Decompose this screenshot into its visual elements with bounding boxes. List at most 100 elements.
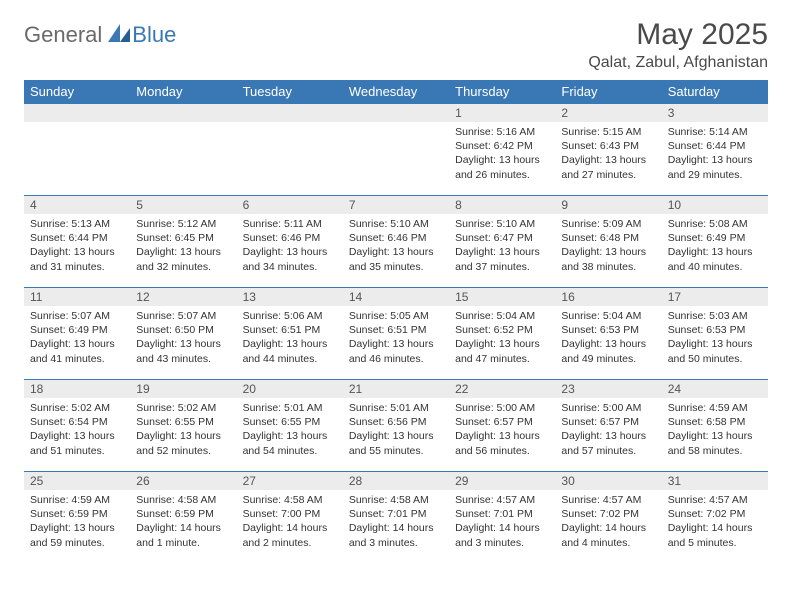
day-detail-line: and 59 minutes. bbox=[30, 536, 124, 550]
day-details: Sunrise: 5:06 AMSunset: 6:51 PMDaylight:… bbox=[237, 306, 343, 369]
day-detail-line: Sunset: 6:59 PM bbox=[136, 507, 230, 521]
calendar-cell: 21Sunrise: 5:01 AMSunset: 6:56 PMDayligh… bbox=[343, 380, 449, 472]
day-detail-line: Daylight: 13 hours bbox=[455, 429, 549, 443]
weekday-header: Wednesday bbox=[343, 80, 449, 104]
day-detail-line: and 51 minutes. bbox=[30, 444, 124, 458]
day-detail-line: Sunset: 6:59 PM bbox=[30, 507, 124, 521]
day-detail-line: Sunset: 6:58 PM bbox=[668, 415, 762, 429]
calendar-cell: 18Sunrise: 5:02 AMSunset: 6:54 PMDayligh… bbox=[24, 380, 130, 472]
day-detail-line: Sunrise: 5:12 AM bbox=[136, 217, 230, 231]
day-detail-line: Sunset: 7:01 PM bbox=[349, 507, 443, 521]
day-detail-line: Daylight: 14 hours bbox=[349, 521, 443, 535]
day-detail-line: Sunrise: 5:11 AM bbox=[243, 217, 337, 231]
calendar-table: SundayMondayTuesdayWednesdayThursdayFrid… bbox=[24, 80, 768, 564]
calendar-cell: 9Sunrise: 5:09 AMSunset: 6:48 PMDaylight… bbox=[555, 196, 661, 288]
day-detail-line: Sunset: 7:02 PM bbox=[561, 507, 655, 521]
day-detail-line: and 31 minutes. bbox=[30, 260, 124, 274]
calendar-cell: 15Sunrise: 5:04 AMSunset: 6:52 PMDayligh… bbox=[449, 288, 555, 380]
calendar-cell bbox=[24, 104, 130, 196]
weekday-header: Thursday bbox=[449, 80, 555, 104]
day-number: 12 bbox=[130, 288, 236, 306]
day-details: Sunrise: 5:15 AMSunset: 6:43 PMDaylight:… bbox=[555, 122, 661, 185]
day-detail-line: Sunrise: 5:07 AM bbox=[30, 309, 124, 323]
day-details: Sunrise: 5:03 AMSunset: 6:53 PMDaylight:… bbox=[662, 306, 768, 369]
day-number: 1 bbox=[449, 104, 555, 122]
day-detail-line: Sunrise: 5:01 AM bbox=[349, 401, 443, 415]
day-details: Sunrise: 5:00 AMSunset: 6:57 PMDaylight:… bbox=[555, 398, 661, 461]
weekday-row: SundayMondayTuesdayWednesdayThursdayFrid… bbox=[24, 80, 768, 104]
day-detail-line: Daylight: 13 hours bbox=[136, 429, 230, 443]
day-detail-line: Daylight: 13 hours bbox=[561, 429, 655, 443]
day-number: 30 bbox=[555, 472, 661, 490]
day-detail-line: Daylight: 13 hours bbox=[668, 429, 762, 443]
brand-logo: General Blue bbox=[24, 22, 176, 48]
day-detail-line: Sunset: 6:51 PM bbox=[243, 323, 337, 337]
calendar-cell bbox=[237, 104, 343, 196]
day-details: Sunrise: 5:02 AMSunset: 6:54 PMDaylight:… bbox=[24, 398, 130, 461]
day-detail-line: Sunset: 6:44 PM bbox=[668, 139, 762, 153]
calendar-cell: 29Sunrise: 4:57 AMSunset: 7:01 PMDayligh… bbox=[449, 472, 555, 564]
calendar-cell: 25Sunrise: 4:59 AMSunset: 6:59 PMDayligh… bbox=[24, 472, 130, 564]
day-detail-line: Sunrise: 5:03 AM bbox=[668, 309, 762, 323]
day-detail-line: Sunrise: 5:13 AM bbox=[30, 217, 124, 231]
day-detail-line: and 5 minutes. bbox=[668, 536, 762, 550]
day-detail-line: Sunrise: 4:57 AM bbox=[561, 493, 655, 507]
day-detail-line: Daylight: 13 hours bbox=[349, 337, 443, 351]
day-number: 13 bbox=[237, 288, 343, 306]
day-detail-line: Sunrise: 5:04 AM bbox=[561, 309, 655, 323]
day-detail-line: Sunrise: 4:58 AM bbox=[136, 493, 230, 507]
day-detail-line: Daylight: 13 hours bbox=[30, 521, 124, 535]
calendar-week-row: 25Sunrise: 4:59 AMSunset: 6:59 PMDayligh… bbox=[24, 472, 768, 564]
day-details: Sunrise: 5:08 AMSunset: 6:49 PMDaylight:… bbox=[662, 214, 768, 277]
weekday-header: Tuesday bbox=[237, 80, 343, 104]
day-detail-line: Sunrise: 4:59 AM bbox=[668, 401, 762, 415]
day-detail-line: Sunset: 6:47 PM bbox=[455, 231, 549, 245]
day-detail-line: Sunrise: 5:15 AM bbox=[561, 125, 655, 139]
day-detail-line: Daylight: 14 hours bbox=[668, 521, 762, 535]
day-number: 15 bbox=[449, 288, 555, 306]
day-detail-line: Daylight: 13 hours bbox=[455, 153, 549, 167]
day-detail-line: Sunset: 7:01 PM bbox=[455, 507, 549, 521]
day-details: Sunrise: 5:04 AMSunset: 6:52 PMDaylight:… bbox=[449, 306, 555, 369]
day-detail-line: Daylight: 13 hours bbox=[349, 429, 443, 443]
calendar-cell: 5Sunrise: 5:12 AMSunset: 6:45 PMDaylight… bbox=[130, 196, 236, 288]
calendar-cell: 19Sunrise: 5:02 AMSunset: 6:55 PMDayligh… bbox=[130, 380, 236, 472]
day-details: Sunrise: 5:13 AMSunset: 6:44 PMDaylight:… bbox=[24, 214, 130, 277]
day-detail-line: and 52 minutes. bbox=[136, 444, 230, 458]
day-number: 7 bbox=[343, 196, 449, 214]
day-detail-line: Daylight: 13 hours bbox=[561, 337, 655, 351]
day-details: Sunrise: 4:57 AMSunset: 7:02 PMDaylight:… bbox=[662, 490, 768, 553]
day-number: 2 bbox=[555, 104, 661, 122]
day-number: 18 bbox=[24, 380, 130, 398]
day-detail-line: Daylight: 13 hours bbox=[30, 337, 124, 351]
day-detail-line: Sunset: 6:56 PM bbox=[349, 415, 443, 429]
day-detail-line: and 38 minutes. bbox=[561, 260, 655, 274]
day-detail-line: Daylight: 13 hours bbox=[349, 245, 443, 259]
month-title: May 2025 bbox=[588, 18, 768, 52]
day-details: Sunrise: 4:57 AMSunset: 7:02 PMDaylight:… bbox=[555, 490, 661, 553]
day-detail-line: and 26 minutes. bbox=[455, 168, 549, 182]
day-detail-line: Daylight: 14 hours bbox=[561, 521, 655, 535]
day-detail-line: and 43 minutes. bbox=[136, 352, 230, 366]
calendar-cell: 23Sunrise: 5:00 AMSunset: 6:57 PMDayligh… bbox=[555, 380, 661, 472]
calendar-cell: 6Sunrise: 5:11 AMSunset: 6:46 PMDaylight… bbox=[237, 196, 343, 288]
location: Qalat, Zabul, Afghanistan bbox=[588, 54, 768, 72]
day-detail-line: Sunrise: 5:07 AM bbox=[136, 309, 230, 323]
day-number bbox=[24, 104, 130, 122]
day-number: 29 bbox=[449, 472, 555, 490]
day-number: 11 bbox=[24, 288, 130, 306]
weekday-header: Monday bbox=[130, 80, 236, 104]
day-number: 31 bbox=[662, 472, 768, 490]
day-details: Sunrise: 5:12 AMSunset: 6:45 PMDaylight:… bbox=[130, 214, 236, 277]
weekday-header: Sunday bbox=[24, 80, 130, 104]
day-detail-line: Sunrise: 5:09 AM bbox=[561, 217, 655, 231]
day-detail-line: Sunset: 6:51 PM bbox=[349, 323, 443, 337]
day-number: 4 bbox=[24, 196, 130, 214]
day-number: 5 bbox=[130, 196, 236, 214]
day-number: 8 bbox=[449, 196, 555, 214]
day-detail-line: Sunrise: 5:01 AM bbox=[243, 401, 337, 415]
day-details: Sunrise: 5:05 AMSunset: 6:51 PMDaylight:… bbox=[343, 306, 449, 369]
day-detail-line: Daylight: 14 hours bbox=[136, 521, 230, 535]
day-detail-line: and 37 minutes. bbox=[455, 260, 549, 274]
day-details: Sunrise: 5:01 AMSunset: 6:55 PMDaylight:… bbox=[237, 398, 343, 461]
